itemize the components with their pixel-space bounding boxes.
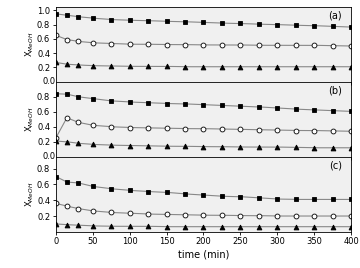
X-axis label: time (min): time (min) xyxy=(178,249,229,259)
Text: (c): (c) xyxy=(329,161,342,170)
Text: 0.0: 0.0 xyxy=(43,77,56,86)
Text: (b): (b) xyxy=(328,85,342,95)
Text: 0.0: 0.0 xyxy=(43,152,56,161)
Y-axis label: X$_{MeOH}$: X$_{MeOH}$ xyxy=(23,107,36,132)
Y-axis label: X$_{MeOH}$: X$_{MeOH}$ xyxy=(23,32,36,57)
Text: (a): (a) xyxy=(329,10,342,20)
Y-axis label: X$_{MeOH}$: X$_{MeOH}$ xyxy=(23,182,36,207)
